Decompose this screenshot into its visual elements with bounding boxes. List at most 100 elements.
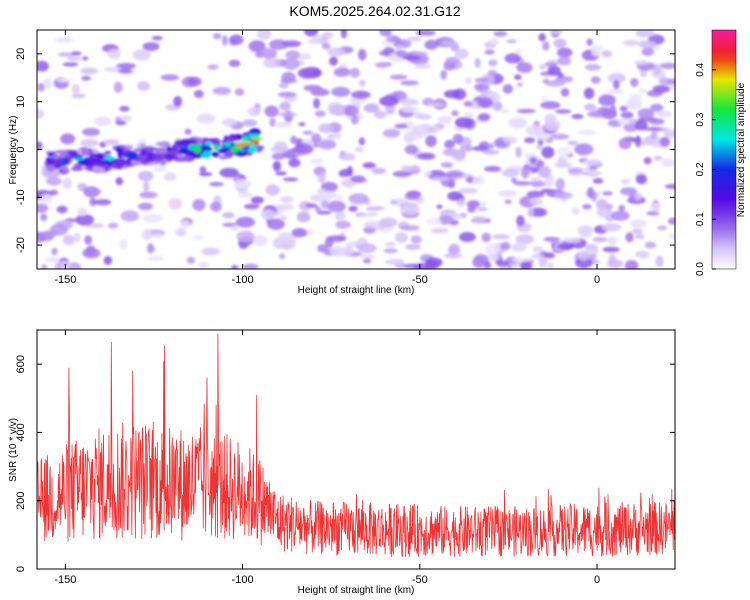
heatmap-cell: [481, 232, 491, 243]
heatmap-cell: [500, 241, 511, 251]
heatmap-cell: [302, 130, 314, 135]
heatmap-cell: [86, 223, 105, 229]
heatmap-cell: [495, 260, 510, 267]
heatmap-cell: [383, 248, 398, 254]
heatmap-cell: [474, 83, 490, 92]
heatmap-cell: [392, 170, 412, 178]
signal-cell: [230, 146, 239, 153]
heatmap-cell: [541, 96, 548, 102]
heatmap-cell: [582, 204, 592, 210]
heatmap-cell: [362, 258, 372, 264]
heatmap-cell: [137, 170, 154, 182]
heatmap-cell: [651, 130, 658, 140]
heatmap-cell: [296, 211, 311, 223]
heatmap-cell: [521, 166, 530, 179]
signal-cell: [247, 145, 257, 153]
heatmap-cell: [271, 152, 285, 160]
heatmap-cell: [611, 210, 630, 221]
heatmap-cell: [307, 38, 327, 45]
heatmap-cell: [318, 123, 335, 133]
heatmap-cell: [229, 34, 244, 45]
heatmap-cell: [142, 42, 160, 51]
heatmap-cell: [142, 228, 153, 241]
heatmap-cell: [120, 115, 132, 122]
heatmap-cell: [538, 33, 546, 42]
heatmap-cell: [406, 36, 423, 42]
heatmap-cell: [511, 257, 531, 263]
signal-cell: [98, 167, 105, 173]
heatmap-cell: [545, 80, 566, 87]
heatmap-cell: [501, 168, 520, 178]
heatmap-cell: [137, 202, 153, 211]
heatmap-cell: [549, 30, 564, 35]
heatmap-cell: [634, 234, 645, 239]
heatmap-cell: [305, 203, 318, 208]
snr-xlabel: Height of straight line (km): [298, 585, 415, 596]
heatmap-cell: [151, 233, 164, 238]
heatmap-cell: [344, 105, 359, 117]
heatmap-cell: [163, 172, 177, 182]
heatmap-cell: [338, 153, 356, 161]
heatmap-cell: [567, 167, 585, 173]
signal-cell: [104, 150, 112, 154]
heatmap-cell: [201, 247, 220, 256]
heatmap-cell: [394, 232, 408, 243]
figure-title: KOM5.2025.264.02.31.G12: [289, 3, 460, 19]
heatmap-cell: [333, 67, 351, 77]
heatmap-cell: [571, 114, 584, 119]
heatmap-cell: [663, 130, 675, 138]
heatmap-cell: [438, 215, 454, 225]
heatmap-cell: [107, 48, 121, 59]
signal-cell: [73, 157, 85, 161]
heatmap-cell: [630, 219, 647, 228]
heatmap-cell: [492, 234, 510, 240]
heatmap-cell: [83, 189, 102, 195]
heatmap-cell: [602, 246, 620, 253]
heatmap-cell: [425, 135, 437, 148]
heatmap-cell: [277, 232, 297, 242]
heatmap-cell: [584, 63, 602, 71]
heatmap-cell: [557, 72, 564, 78]
snr-ticks: -150 -100 -50 0 0 200 400 600: [15, 330, 675, 586]
heatmap-cell: [309, 158, 325, 165]
heatmap-cell: [604, 203, 614, 210]
heatmap-cell: [544, 252, 555, 259]
heatmap-cell: [484, 49, 495, 55]
heatmap-cell: [436, 204, 443, 210]
heatmap-cell: [541, 146, 555, 159]
heatmap-cell: [362, 162, 376, 169]
heatmap-cell: [384, 241, 396, 247]
spectrogram-heatmap: [37, 30, 675, 269]
heatmap-cell: [244, 203, 260, 210]
heatmap-cell: [37, 109, 44, 119]
heatmap-cell: [554, 109, 572, 114]
heatmap-cell: [186, 256, 195, 264]
signal-cell: [156, 149, 168, 154]
heatmap-cell: [273, 122, 293, 128]
heatmap-cell: [265, 184, 281, 196]
signal-cell: [223, 135, 230, 141]
signal-cell: [65, 155, 73, 160]
heatmap-cell: [327, 103, 346, 115]
heatmap-cell: [592, 178, 604, 184]
signal-cell: [109, 160, 115, 165]
heatmap-cell: [590, 76, 601, 84]
heatmap-cell: [340, 30, 347, 39]
colorbar-tick-label: 0.1: [695, 212, 706, 226]
heatmap-cell: [187, 76, 202, 87]
heatmap-cell: [317, 190, 337, 199]
heatmap-cell: [219, 167, 239, 178]
heatmap-cell: [555, 178, 566, 190]
heatmap-cell: [526, 190, 545, 198]
heatmap-cell: [556, 146, 573, 157]
heatmap-cell: [40, 194, 54, 205]
heatmap-cell: [525, 125, 545, 136]
heatmap-cell: [210, 201, 222, 212]
heatmap-cell: [359, 254, 376, 259]
heatmap-cell: [638, 40, 657, 49]
heatmap-cell: [322, 31, 334, 40]
heatmap-cell: [93, 116, 112, 126]
colorbar-tick-label: 0.2: [695, 162, 706, 176]
